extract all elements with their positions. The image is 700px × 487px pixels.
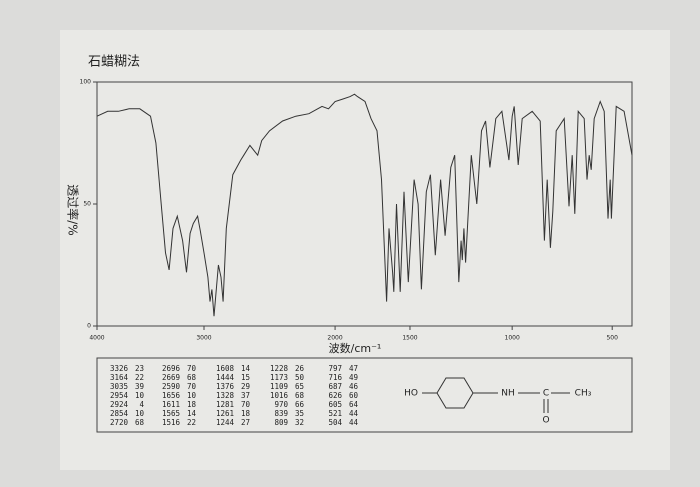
peak-wavenumber: 1376 [216, 382, 235, 391]
peak-wavenumber: 2669 [162, 373, 180, 382]
spectrum-line [96, 93, 633, 317]
peak-transmittance: 68 [135, 418, 145, 427]
peak-wavenumber: 1608 [216, 364, 235, 373]
y-tick-label: 100 [80, 79, 92, 86]
peak-wavenumber: 1109 [270, 382, 288, 391]
peak-transmittance: 60 [349, 391, 359, 400]
peak-transmittance: 44 [349, 418, 359, 427]
peak-transmittance: 14 [241, 364, 251, 373]
chart-title: 石蜡糊法 [88, 54, 140, 70]
peak-transmittance: 50 [295, 373, 305, 382]
peak-transmittance: 68 [187, 373, 197, 382]
peak-transmittance: 44 [349, 409, 359, 418]
peak-wavenumber: 1656 [162, 391, 181, 400]
peak-transmittance: 70 [187, 382, 197, 391]
peak-wavenumber: 2854 [110, 409, 129, 418]
peak-wavenumber: 1016 [270, 391, 289, 400]
peak-wavenumber: 1261 [216, 409, 234, 418]
peak-wavenumber: 2696 [162, 364, 181, 373]
peak-wavenumber: 626 [328, 391, 342, 400]
peak-wavenumber: 1611 [162, 400, 180, 409]
paper [60, 30, 670, 470]
peak-wavenumber: 797 [328, 364, 342, 373]
peak-wavenumber: 605 [328, 400, 342, 409]
peak-transmittance: 22 [135, 373, 144, 382]
peak-wavenumber: 2924 [110, 400, 129, 409]
peak-wavenumber: 2720 [110, 418, 129, 427]
peak-wavenumber: 3326 [110, 364, 129, 373]
peak-wavenumber: 809 [274, 418, 288, 427]
peak-transmittance: 68 [295, 391, 305, 400]
peak-transmittance: 49 [349, 373, 358, 382]
peak-wavenumber: 1516 [162, 418, 181, 427]
peak-transmittance: 18 [241, 409, 251, 418]
peak-transmittance: 18 [187, 400, 197, 409]
peak-wavenumber: 1228 [270, 364, 289, 373]
peak-wavenumber: 521 [328, 409, 342, 418]
peak-wavenumber: 2954 [110, 391, 129, 400]
atom-label: CH₃ [575, 389, 592, 399]
peak-wavenumber: 3164 [110, 373, 129, 382]
x-tick-label: 1500 [402, 335, 417, 342]
peak-transmittance: 23 [135, 364, 144, 373]
peak-wavenumber: 1444 [216, 373, 235, 382]
peak-transmittance: 37 [241, 391, 250, 400]
atom-label: HO [404, 389, 418, 399]
peak-transmittance: 39 [135, 382, 144, 391]
peak-transmittance: 14 [187, 409, 197, 418]
y-tick-label: 50 [83, 201, 91, 208]
peak-wavenumber: 687 [328, 382, 342, 391]
x-axis-label: 波数/cm⁻¹ [329, 342, 382, 355]
atom-label: NH [501, 389, 515, 399]
x-tick-label: 1000 [505, 335, 520, 342]
peak-wavenumber: 970 [274, 400, 288, 409]
peak-transmittance: 66 [295, 400, 305, 409]
table-frame [96, 357, 633, 433]
peak-transmittance: 64 [349, 400, 359, 409]
peak-transmittance: 70 [187, 364, 197, 373]
peak-wavenumber: 1244 [216, 418, 235, 427]
peak-wavenumber: 1173 [270, 373, 288, 382]
peak-transmittance: 32 [295, 418, 304, 427]
x-tick-label: 3000 [196, 335, 211, 342]
peak-transmittance: 10 [187, 391, 197, 400]
peak-wavenumber: 839 [274, 409, 288, 418]
peak-wavenumber: 1328 [216, 391, 235, 400]
x-tick-label: 4000 [89, 335, 104, 342]
peak-transmittance: 47 [349, 364, 358, 373]
peak-transmittance: 15 [241, 373, 250, 382]
peak-transmittance: 4 [139, 400, 144, 409]
x-tick-label: 2000 [327, 335, 342, 342]
peak-transmittance: 65 [295, 382, 304, 391]
structure [422, 377, 570, 413]
y-axis-label: 透过率/% [66, 184, 81, 235]
peak-transmittance: 35 [295, 409, 304, 418]
peak-transmittance: 10 [135, 409, 145, 418]
peak-wavenumber: 716 [328, 373, 342, 382]
peak-transmittance: 26 [295, 364, 305, 373]
y-tick-label: 0 [87, 323, 91, 330]
atom-label: O [542, 416, 549, 426]
peak-transmittance: 27 [241, 418, 250, 427]
atom-label: C [543, 389, 549, 399]
peak-wavenumber: 504 [328, 418, 342, 427]
peak-wavenumber: 2590 [162, 382, 181, 391]
x-tick-label: 500 [606, 335, 618, 342]
peak-transmittance: 22 [187, 418, 196, 427]
peak-wavenumber: 1565 [162, 409, 180, 418]
peak-wavenumber: 1281 [216, 400, 234, 409]
peak-transmittance: 46 [349, 382, 359, 391]
peak-transmittance: 70 [241, 400, 251, 409]
peak-wavenumber: 3035 [110, 382, 128, 391]
peak-transmittance: 10 [135, 391, 145, 400]
peak-transmittance: 29 [241, 382, 250, 391]
